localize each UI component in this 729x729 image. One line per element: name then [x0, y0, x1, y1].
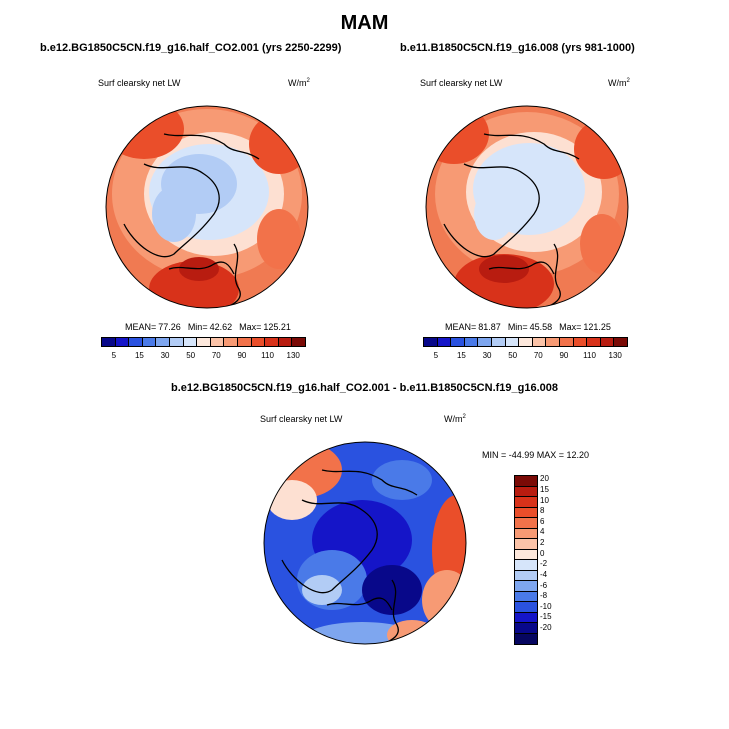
colorbar-swatch: [156, 338, 170, 346]
colorbar-tick: 30: [160, 351, 170, 360]
colorbar-swatch: [515, 612, 537, 623]
colorbar-tick: 20: [540, 474, 549, 484]
colorbar-swatch: [224, 338, 238, 346]
colorbar-tick: 110: [583, 351, 596, 360]
colorbar-tick: 70: [211, 351, 221, 360]
colorbar-swatch: [478, 338, 492, 346]
colorbar-swatch: [559, 338, 574, 346]
left-colorbar: [101, 337, 306, 347]
colorbar-tick: 15: [456, 351, 466, 360]
colorbar-tick: -10: [540, 601, 552, 611]
diff-field-label: Surf clearsky net LW: [260, 414, 343, 424]
colorbar-tick: 2: [540, 538, 545, 548]
season-title: MAM: [340, 12, 389, 34]
colorbar-swatch: [532, 338, 547, 346]
colorbar-tick: 15: [540, 484, 549, 494]
colorbar-swatch: [464, 338, 479, 346]
colorbar-swatch: [515, 476, 537, 487]
colorbar-tick: 110: [261, 351, 274, 360]
colorbar-swatch: [515, 560, 537, 571]
colorbar-swatch: [451, 338, 465, 346]
colorbar-tick: 130: [608, 351, 622, 360]
colorbar-swatch: [515, 623, 537, 634]
colorbar-swatch: [424, 338, 438, 346]
colorbar-tick: 15: [134, 351, 144, 360]
colorbar-tick: 130: [286, 351, 300, 360]
colorbar-tick: 6: [540, 516, 545, 526]
colorbar-swatch: [515, 539, 537, 550]
colorbar-tick: 50: [186, 351, 196, 360]
colorbar-swatch: [169, 338, 184, 346]
right-colorbar-ticks: 5 15 30 50 70 90 110 130: [423, 351, 628, 360]
colorbar-swatch: [278, 338, 293, 346]
colorbar-swatch: [515, 633, 537, 644]
diff-polar-map: [263, 441, 467, 645]
colorbar-swatch: [102, 338, 116, 346]
colorbar-swatch: [292, 338, 305, 346]
colorbar-tick: 50: [508, 351, 518, 360]
left-units: W/m2: [288, 78, 310, 88]
diff-units: W/m2: [444, 414, 466, 424]
colorbar-swatch: [573, 338, 588, 346]
colorbar-tick: 90: [237, 351, 247, 360]
colorbar-tick: -8: [540, 591, 548, 601]
right-case-title: b.e11.B1850C5CN.f19_g16.008 (yrs 981-100…: [400, 42, 635, 54]
colorbar-swatch: [519, 338, 533, 346]
colorbar-tick: -20: [540, 623, 552, 633]
colorbar-swatch: [115, 338, 130, 346]
right-field-label: Surf clearsky net LW: [420, 78, 503, 88]
colorbar-swatch: [515, 528, 537, 539]
colorbar-tick: 4: [540, 527, 545, 537]
right-colorbar: [423, 337, 628, 347]
colorbar-swatch: [210, 338, 225, 346]
colorbar-swatch: [614, 338, 627, 346]
colorbar-swatch: [265, 338, 279, 346]
colorbar-tick: 90: [559, 351, 569, 360]
colorbar-swatch: [587, 338, 601, 346]
colorbar-swatch: [515, 486, 537, 497]
colorbar-tick: 70: [533, 351, 543, 360]
colorbar-swatch: [600, 338, 615, 346]
colorbar-swatch: [197, 338, 211, 346]
colorbar-swatch: [515, 602, 537, 613]
colorbar-swatch: [251, 338, 266, 346]
colorbar-swatch: [183, 338, 198, 346]
left-stats: MEAN= 77.26 Min= 42.62 Max= 125.21: [125, 322, 291, 332]
left-case-title: b.e12.BG1850C5CN.f19_g16.half_CO2.001 (y…: [40, 42, 342, 54]
colorbar-swatch: [515, 497, 537, 508]
left-colorbar-ticks: 5 15 30 50 70 90 110 130: [101, 351, 306, 360]
colorbar-swatch: [515, 507, 537, 518]
colorbar-tick: 5: [111, 351, 117, 360]
colorbar-swatch: [237, 338, 252, 346]
colorbar-swatch: [515, 549, 537, 560]
colorbar-swatch: [515, 570, 537, 581]
colorbar-swatch: [515, 591, 537, 602]
colorbar-swatch: [129, 338, 143, 346]
colorbar-tick: 30: [482, 351, 492, 360]
colorbar-swatch: [142, 338, 157, 346]
right-units: W/m2: [608, 78, 630, 88]
colorbar-tick: -2: [540, 559, 548, 569]
colorbar-swatch: [491, 338, 506, 346]
diff-colorbar-ticks: 20 15 10 8 6 4 2 0 -2 -4 -6 -8 -10 -15 -20: [540, 474, 552, 633]
diff-title: b.e12.BG1850C5CN.f19_g16.half_CO2.001 - …: [170, 382, 559, 394]
right-polar-map: [425, 105, 629, 309]
colorbar-swatch: [437, 338, 452, 346]
left-field-label: Surf clearsky net LW: [98, 78, 181, 88]
colorbar-tick: 5: [433, 351, 439, 360]
colorbar-tick: -6: [540, 580, 548, 590]
colorbar-tick: -4: [540, 569, 548, 579]
colorbar-tick: 8: [540, 506, 545, 516]
colorbar-swatch: [515, 518, 537, 529]
right-stats: MEAN= 81.87 Min= 45.58 Max= 121.25: [445, 322, 611, 332]
left-polar-map: [105, 105, 309, 309]
colorbar-tick: 10: [540, 495, 549, 505]
diff-minmax: MIN = -44.99 MAX = 12.20: [482, 450, 590, 460]
colorbar-swatch: [505, 338, 520, 346]
colorbar-tick: -15: [540, 612, 552, 622]
colorbar-swatch: [546, 338, 560, 346]
diff-colorbar: [514, 475, 538, 645]
colorbar-swatch: [515, 581, 537, 592]
colorbar-tick: 0: [540, 548, 545, 558]
